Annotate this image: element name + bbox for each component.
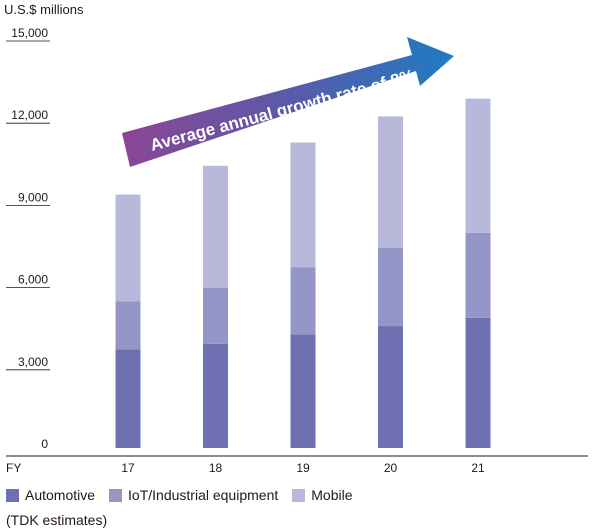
bar-segment — [465, 317, 491, 448]
bar-segment — [115, 301, 141, 350]
bar-segment — [115, 349, 141, 448]
y-tick-label: 12,000 — [11, 108, 48, 122]
x-tick-label: 18 — [209, 461, 223, 475]
x-axis-prefix: FY — [6, 461, 21, 475]
legend-item-iot-industrial: IoT/Industrial equipment — [109, 487, 278, 503]
legend: Automotive IoT/Industrial equipment Mobi… — [6, 487, 367, 503]
bar-segment — [115, 194, 141, 302]
y-tick-label: 15,000 — [11, 26, 48, 40]
x-tick-label: 21 — [471, 461, 485, 475]
bar-segment — [378, 326, 403, 448]
x-tick-label: 17 — [121, 461, 135, 475]
bar-segment — [378, 116, 403, 248]
legend-label-automotive: Automotive — [25, 487, 96, 503]
growth-arrow: Average annual growth rate of 8% — [122, 37, 454, 167]
bar-segment — [203, 343, 228, 448]
bars — [115, 98, 491, 448]
x-tick-label: 20 — [384, 461, 398, 475]
bar-segment — [290, 142, 316, 268]
bar-segment — [465, 98, 491, 233]
bar-segment — [203, 165, 228, 288]
bar-segment — [378, 247, 403, 327]
legend-item-automotive: Automotive — [6, 487, 95, 503]
legend-label-mobile: Mobile — [311, 487, 353, 503]
bar-segment — [290, 334, 316, 448]
gridlines — [6, 40, 50, 371]
bar-segment — [290, 267, 316, 335]
growth-arrow-shape — [122, 37, 454, 167]
footnote: (TDK estimates) — [6, 512, 108, 528]
x-axis-ticks: 17 18 19 20 21 — [121, 461, 485, 475]
y-tick-label: 3,000 — [18, 355, 48, 369]
bar-segment — [465, 232, 491, 318]
legend-label-iot-industrial: IoT/Industrial equipment — [128, 487, 279, 503]
y-tick-label: 6,000 — [18, 273, 48, 287]
legend-swatch-iot-industrial — [109, 488, 123, 502]
y-tick-label: 0 — [41, 437, 48, 451]
unit-label: U.S.$ millions — [4, 2, 84, 17]
legend-swatch-automotive — [6, 488, 19, 502]
legend-item-mobile: Mobile — [292, 487, 353, 503]
y-axis-ticks: 0 3,000 6,000 9,000 12,000 15,000 — [11, 26, 48, 451]
x-tick-label: 19 — [296, 461, 310, 475]
y-tick-label: 9,000 — [18, 190, 48, 204]
legend-swatch-mobile — [292, 488, 306, 502]
bar-segment — [203, 287, 228, 344]
growth-annotation: Average annual growth rate of 8% — [148, 66, 417, 155]
